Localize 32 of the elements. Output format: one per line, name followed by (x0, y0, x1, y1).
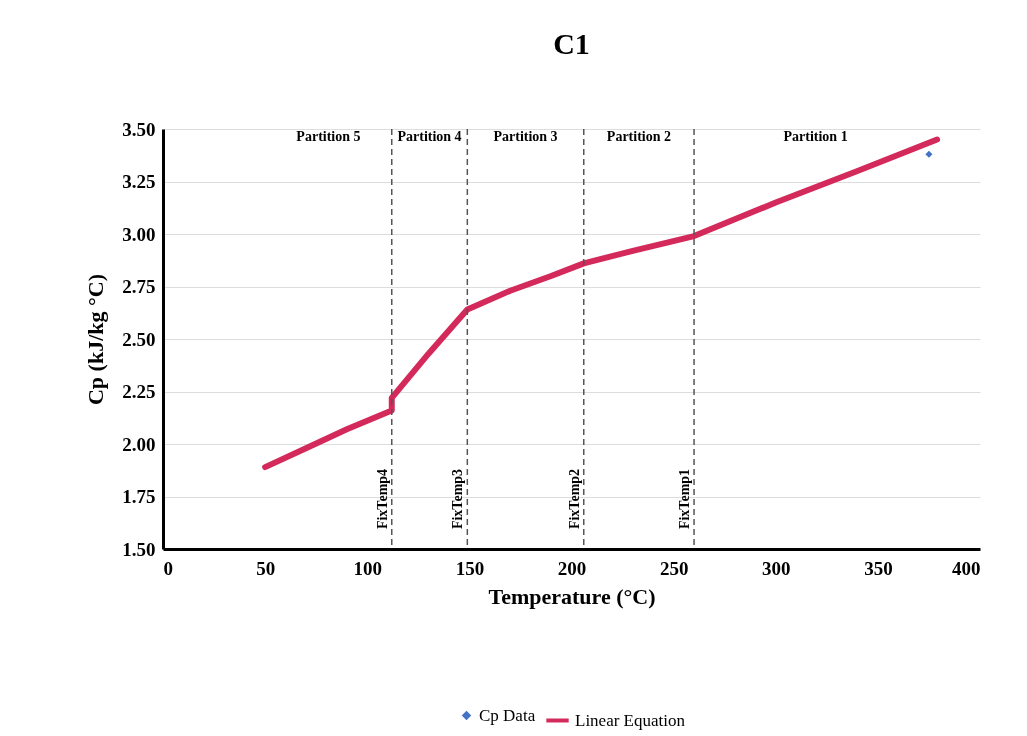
x-tick-label: 300 (762, 557, 791, 579)
y-tick-label: 2.75 (122, 276, 156, 297)
x-tick-label: 400 (952, 557, 981, 579)
annotation: Partition 5 (296, 129, 361, 144)
x-axis-title: Temperature (°C) (488, 583, 656, 609)
legend-label: Cp Data (479, 705, 536, 725)
annotation: Partition 3 (493, 129, 558, 144)
y-tick-label: 2.00 (122, 433, 156, 455)
y-tick-label: 3.25 (122, 171, 156, 192)
y-tick-label: 2.25 (122, 381, 156, 402)
x-tick-label: 250 (659, 557, 689, 579)
x-tick-label: 50 (256, 557, 276, 579)
ref-line-label: FixTemp4 (374, 468, 390, 530)
x-tick-label: 150 (455, 557, 485, 579)
y-tick-label: 2.50 (122, 328, 156, 350)
annotation: Partition 4 (397, 129, 462, 144)
annotation: Partition 2 (606, 129, 671, 144)
x-tick-label: 100 (353, 557, 382, 579)
ref-line-label: FixTemp1 (677, 468, 693, 530)
x-tick-label: 200 (557, 557, 587, 579)
y-tick-label: 1.50 (122, 538, 156, 560)
y-tick-label: 1.75 (122, 486, 156, 507)
y-tick-label: 3.50 (122, 118, 156, 140)
ref-line-label: FixTemp2 (566, 468, 582, 530)
y-axis-title: Cp (kJ/kg °C) (83, 273, 109, 406)
ref-line-label: FixTemp3 (450, 468, 466, 530)
chart-title: C1 (553, 27, 590, 60)
annotation: Partition 1 (783, 129, 848, 144)
legend-label: Linear Equation (575, 710, 686, 730)
y-tick-label: 3.00 (122, 223, 156, 245)
x-tick-label: 0 (163, 557, 173, 579)
x-tick-label: 350 (864, 557, 893, 579)
